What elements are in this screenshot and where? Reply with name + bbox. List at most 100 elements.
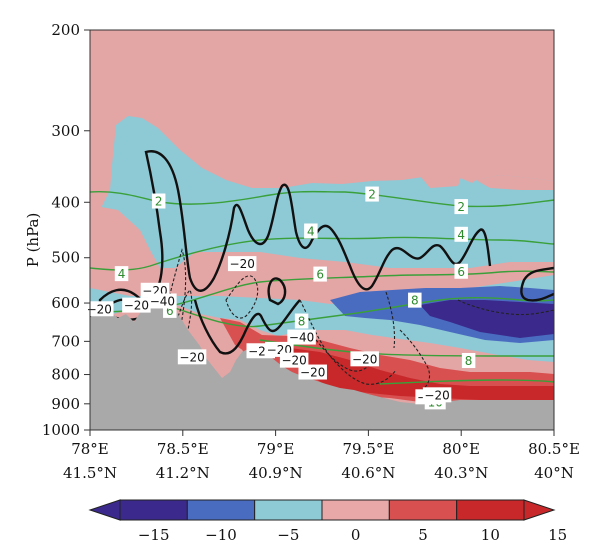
y-tick-label: 900 [51,395,80,413]
colorbar-segment [254,499,323,521]
y-axis-title: P (hPa) [24,213,42,268]
green-contour-label-bg [294,313,309,329]
dashed-contour [399,329,431,393]
green-contour-label: 6 [166,304,174,318]
black-contour-label-bg [422,387,452,403]
colorbar-segment [388,499,458,521]
green-contour-label-bg [461,352,476,368]
shading-positive-pocket [90,165,112,212]
black-contour-label-bg [85,301,114,317]
y-axis: 200 300 400 500 600 700 800 900 1000 [42,21,90,439]
x-tick-label-lon: 79°E [257,440,295,458]
black-contour-label: −20 [424,388,449,402]
black-contour-label: −20 [352,352,377,366]
black-contour-label-bg [298,364,327,380]
dashed-contour [225,275,259,319]
colorbar-tick-label: −5 [277,526,299,544]
black-contour-label-bg [350,351,379,367]
y-tick-label: 700 [51,332,80,350]
colorbar-segment [186,499,256,521]
shading-positive-10-15 [290,348,554,400]
colorbar-segment [321,499,390,521]
green-contour-label-bg [408,292,422,308]
green-contour-label: 8 [411,294,419,308]
green-contour-4 [90,236,554,271]
black-contour-label-bg [122,297,151,313]
contour-labels: 22244466688810−20−40−20−20−20−20−20−40−2… [85,186,476,410]
green-contour-label: 2 [155,195,163,209]
shading-positive-midlevel [90,205,554,304]
green-contour-label: 4 [457,228,465,242]
black-contour-label-bg [148,293,177,309]
x-tick-label-lon: 79.5°E [342,440,394,458]
terrain [90,300,554,430]
y-tick-label: 400 [51,193,80,211]
green-contour-label-bg [454,199,468,215]
colorbar: −15 −10 −5 0 5 10 15 [88,499,567,544]
x-tick-label-lon: 80.5°E [528,440,580,458]
y-tick-label: 300 [51,122,80,140]
black-contour-label: −20 [87,302,112,316]
y-tick-label: 200 [51,21,80,39]
black-contour-label: −20 [230,257,255,271]
black-contour-label: −40 [150,294,175,308]
colorbar-tick-label: 0 [351,526,361,544]
black-contour [90,150,492,319]
green-contour-label: 2 [368,188,376,202]
dashed-contour [169,289,193,341]
black-contour-label-bg [279,352,309,368]
colorbar-extend-high [523,499,556,521]
colorbar-segment [456,499,525,521]
black-contours [90,150,554,355]
green-contour-8 [259,339,554,357]
green-contour-label: 6 [457,265,465,279]
black-contour-label: −20 [179,350,204,364]
shading-positive-pocket [476,175,554,190]
y-tick-label: 500 [51,249,80,267]
plot-area [90,30,554,430]
x-tick-label-lon: 78.5°E [157,440,209,458]
green-contour-10 [379,379,554,385]
colorbar-tick-label: 5 [418,526,428,544]
colorbar-segment [119,499,188,521]
y-tick-label: 1000 [42,421,80,439]
colorbar-tick-label: 15 [548,526,567,544]
green-contour-label-bg [454,263,468,279]
black-contour [267,277,287,306]
green-contour-label-bg [114,266,129,282]
shading-positive-pocket [420,170,462,188]
colorbar-tick-label: −15 [138,526,170,544]
x-tick-label-lon: 78°E [71,440,109,458]
black-contour-label-bg [287,329,316,345]
green-contour-label-bg [304,223,318,239]
colorbar-tick-label: −10 [205,526,237,544]
x-tick-label-lat: 40°N [534,464,574,482]
x-tick-label-lat: 41.5°N [63,464,117,482]
x-tick-label-lon: 80°E [442,440,480,458]
x-tick-label-lat: 40.6°N [341,464,395,482]
dashed-contour [385,291,396,349]
colorbar-tick-label: 10 [481,526,500,544]
black-contour-label-bg [177,349,207,365]
green-contour-label-bg [454,226,468,242]
colorbar-extend-low [88,499,121,521]
green-contour-8 [149,296,554,328]
x-tick-label-lat: 41.2°N [156,464,210,482]
black-contour-label: −20 [300,366,325,380]
black-contour-label-bg [227,256,257,272]
shading-negative-below-10 [420,300,554,338]
black-contour-label: −40 [289,331,314,345]
green-contour-label-bg [365,186,379,202]
y-tick-label: 800 [51,366,80,384]
green-contour-label-bg [151,193,166,209]
green-contour-label-bg [313,266,327,282]
green-contour-label: 8 [298,315,306,329]
x-tick-label-lat: 40.3°N [434,464,488,482]
green-contour-label: 4 [118,267,126,281]
x-tick-label-lat: 40.9°N [249,464,303,482]
black-contour [520,266,554,302]
green-contour-label: 4 [307,224,315,238]
green-contour-label: 8 [465,354,473,368]
y-tick-label: 600 [51,294,80,312]
